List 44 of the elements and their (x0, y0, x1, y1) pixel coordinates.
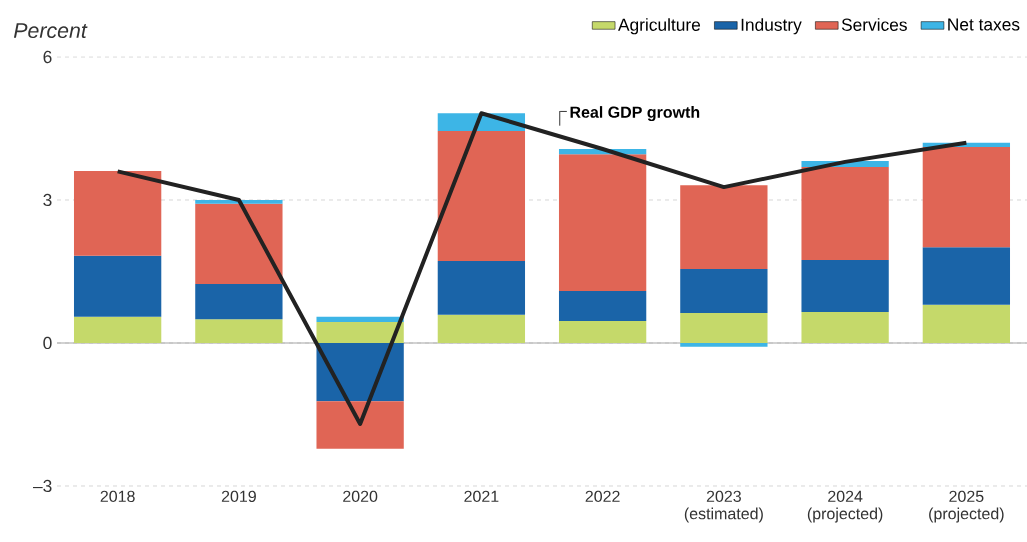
x-tick-label: 2020 (343, 490, 378, 503)
x-tick-label: 2019 (221, 490, 256, 503)
bar (73, 170, 162, 256)
y-tick-label: 0 (43, 336, 52, 350)
bar (801, 167, 889, 261)
bar (558, 154, 647, 292)
x-tick-label: 2024 (projected) (807, 490, 883, 523)
bar (680, 185, 768, 270)
bar (558, 291, 647, 322)
bar (680, 269, 768, 313)
bar (801, 260, 889, 313)
bar (922, 247, 1011, 305)
bar (73, 255, 162, 317)
x-tick-label: 2021 (464, 490, 499, 503)
bar (437, 130, 526, 261)
legend-label: Agriculture (618, 18, 701, 35)
bar (558, 321, 647, 343)
bar (316, 316, 404, 323)
bar (316, 401, 404, 449)
bar (437, 261, 526, 315)
bar (316, 322, 404, 343)
bar (680, 312, 768, 343)
bar (195, 199, 283, 204)
series-label: Real GDP growth (570, 106, 700, 122)
x-tick-label: 2018 (100, 490, 135, 503)
bar (922, 147, 1011, 248)
bar (680, 342, 768, 347)
y-tick-label: 6 (43, 50, 52, 64)
legend-label: Services (841, 18, 907, 31)
bar (73, 316, 162, 343)
bar (801, 312, 889, 343)
bar (195, 283, 283, 320)
y-tick-label: 3 (43, 193, 52, 207)
bar (922, 304, 1011, 343)
y-tick-label: –3 (33, 479, 52, 493)
x-tick-label: 2022 (585, 490, 620, 503)
legend-label: Industry (741, 18, 802, 35)
bar (195, 319, 283, 343)
x-tick-label: 2023 (estimated) (684, 490, 763, 523)
bar (195, 203, 283, 284)
y-axis-title: Percent (13, 23, 88, 39)
bar (437, 314, 526, 343)
legend-label: Net taxes (948, 18, 1020, 31)
x-tick-label: 2025 (projected) (929, 490, 1004, 523)
